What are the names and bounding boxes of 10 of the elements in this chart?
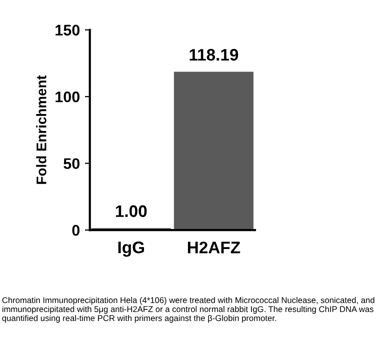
text: Chromatin Immunoprecipitation Hela (4*106) were treated with Micrococcal Nuclease, sonicated, and immunoprecipitated with 5μg anti-H2AFZ or a control normal rabbit IgG. The resulting ChIP DNA was quantified using real-time PCR with primers against the β-Globin promoter. bbox=[2, 297, 374, 323]
x-tick-label: H2AFZ bbox=[188, 242, 240, 254]
data-label: 1.00 bbox=[116, 205, 147, 218]
y-tick-label: 150 bbox=[56, 24, 80, 36]
y-axis-title: Fold Enrichment bbox=[36, 75, 46, 184]
x-tick-label: IgG bbox=[118, 242, 144, 257]
y-tick-label: 0 bbox=[72, 224, 80, 236]
y-tick-label: 100 bbox=[56, 91, 80, 102]
y-tick-label: 50 bbox=[64, 158, 80, 170]
data-label: 118.19 bbox=[190, 48, 238, 61]
